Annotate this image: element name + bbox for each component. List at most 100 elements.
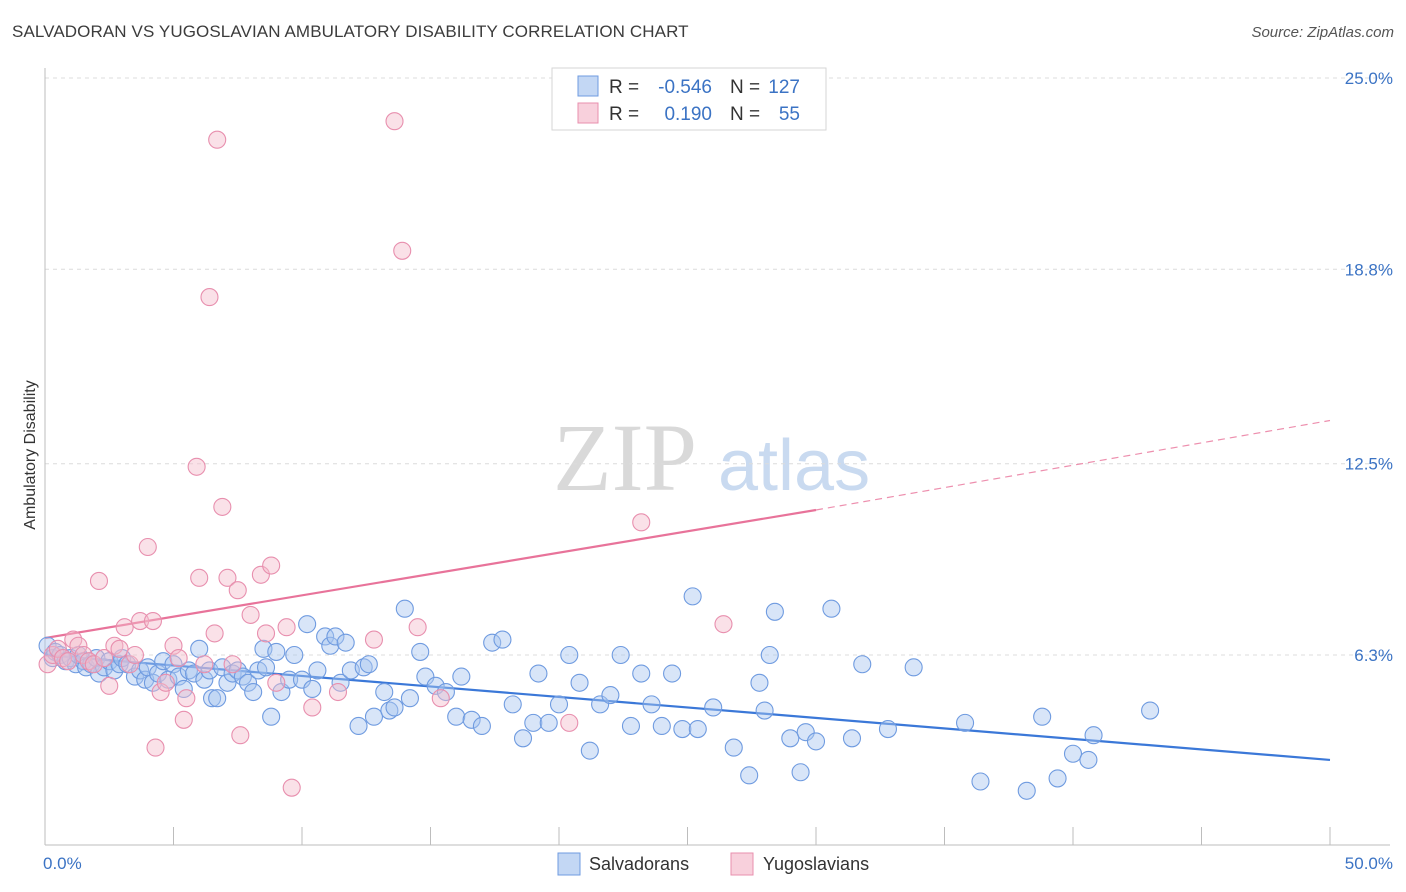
salvadoran-point-113	[842, 729, 862, 748]
salvadoran-point-75	[447, 707, 466, 726]
salvadoran-point-81	[503, 695, 522, 714]
salvadoran-point-94	[632, 664, 651, 683]
yugoslavian-point-21	[146, 738, 165, 757]
salvadoran-point-117	[956, 713, 975, 732]
yugoslavian-point-53	[560, 713, 579, 732]
watermark: ZIP atlas	[553, 404, 870, 511]
yugoslavian-point-20	[143, 612, 162, 631]
salvadoran-point-69	[395, 599, 414, 618]
yugoslavian-point-15	[115, 618, 134, 637]
salvadoran-point-53	[298, 615, 317, 634]
yugoslavian-point-43	[267, 673, 286, 692]
salvadoran-point-68	[385, 698, 404, 717]
salvadoran-point-97	[663, 664, 682, 683]
salvadoran-point-38	[218, 673, 237, 692]
legend-label-salvadorans: Salvadorans	[589, 854, 689, 874]
yugoslavian-point-41	[256, 624, 276, 643]
salvadoran-point-89	[580, 741, 599, 760]
salvadoran-point-54	[303, 679, 322, 698]
yugoslavian-point-16	[120, 655, 139, 674]
salvadoran-point-66	[375, 682, 394, 702]
correlation-legend: R = -0.546 N = 127 R = 0.190 N = 55	[551, 67, 827, 131]
legend-swatch-salvadorans	[557, 852, 581, 876]
yugoslavian-point-6	[69, 636, 88, 655]
source-label: Source: ZipAtlas.com	[1251, 24, 1394, 41]
yugoslavian-point-35	[218, 568, 237, 587]
salvadoran-point-86	[549, 695, 569, 714]
yugoslavian-point-18	[131, 612, 150, 631]
salvadoran-point-55	[308, 661, 327, 680]
yugoslavian-point-26	[174, 710, 193, 729]
salvadoran-point-42	[238, 673, 258, 692]
salvadoran-point-78	[472, 716, 491, 736]
salvadoran-point-31	[185, 664, 204, 683]
yugoslavian-point-40	[251, 565, 270, 584]
yugoslavian-point-55	[714, 615, 733, 634]
yugoslavian-point-39	[241, 605, 260, 624]
axes	[44, 68, 1390, 846]
salvadoran-point-120	[1033, 707, 1052, 726]
y-tick-label-0: 6.3%	[1354, 646, 1393, 665]
yugoslavian-point-23	[156, 673, 175, 692]
series-yugoslavians	[38, 112, 733, 797]
x-tick-label-0: 0.0%	[43, 854, 82, 873]
salvadoran-point-90	[591, 695, 610, 714]
salvadoran-point-63	[354, 658, 373, 677]
salvadoran-point-115	[878, 720, 898, 739]
yugoslavian-point-17	[125, 645, 144, 665]
yugoslavian-point-51	[408, 618, 427, 637]
salvadoran-point-60	[336, 633, 355, 652]
yugoslavian-point-46	[303, 698, 322, 717]
yugoslavian-point-38	[231, 726, 250, 745]
salvadoran-point-67	[380, 701, 399, 720]
yugoslavian-point-27	[177, 689, 196, 708]
series-salvadorans	[38, 587, 1160, 800]
legend-swatch-yugoslavians	[730, 852, 754, 876]
salvadoran-point-106	[760, 645, 779, 665]
salvadoran-point-47	[262, 707, 281, 726]
yugoslavian-point-33	[208, 130, 227, 149]
salvadoran-point-39	[223, 664, 242, 683]
salvadoran-point-43	[244, 682, 263, 702]
yugoslavian-point-9	[84, 655, 103, 674]
salvadoran-point-121	[1048, 769, 1067, 788]
legend-swatch-pink	[577, 102, 599, 124]
salvadoran-point-57	[321, 636, 340, 655]
yugoslavian-point-36	[223, 655, 242, 674]
salvadoran-point-48	[267, 642, 286, 661]
y-tick-label-3: 25.0%	[1345, 69, 1393, 88]
yugoslavian-point-47	[328, 682, 348, 702]
yugoslavian-point-4	[59, 652, 78, 671]
salvadoran-point-124	[1084, 726, 1103, 745]
yugoslavian-point-22	[151, 682, 170, 702]
legend-r-label-2: R =	[609, 104, 639, 125]
salvadoran-point-33	[195, 670, 214, 689]
yugoslavian-point-54	[632, 513, 651, 532]
salvadoran-point-88	[570, 673, 589, 692]
salvadoran-point-101	[704, 698, 723, 717]
yugoslavian-point-49	[385, 112, 404, 131]
legend-n-value-2: 55	[779, 104, 800, 125]
legend-n-value-1: 127	[768, 77, 800, 98]
salvadoran-point-116	[904, 658, 923, 677]
yugoslavian-point-45	[282, 778, 301, 797]
yugoslavian-point-42	[262, 556, 281, 575]
legend-r-value-2: 0.190	[664, 104, 712, 125]
yugoslavian-point-50	[393, 241, 412, 260]
legend-n-label-1: N =	[730, 77, 760, 98]
yugoslavian-point-28	[187, 457, 206, 476]
salvadoran-point-82	[513, 729, 533, 748]
salvadoran-point-76	[452, 667, 471, 686]
yugoslavian-point-14	[110, 639, 129, 658]
salvadoran-point-64	[359, 655, 378, 674]
salvadoran-point-85	[539, 713, 558, 732]
salvadoran-point-71	[411, 642, 430, 661]
salvadoran-point-99	[683, 587, 702, 606]
yugoslavian-point-19	[138, 537, 157, 557]
salvadoran-point-52	[292, 670, 312, 689]
salvadoran-point-58	[326, 627, 345, 646]
series-legend: Salvadorans Yugoslavians	[557, 852, 869, 876]
yugoslavian-point-52	[431, 689, 450, 708]
salvadoran-point-105	[755, 701, 774, 720]
